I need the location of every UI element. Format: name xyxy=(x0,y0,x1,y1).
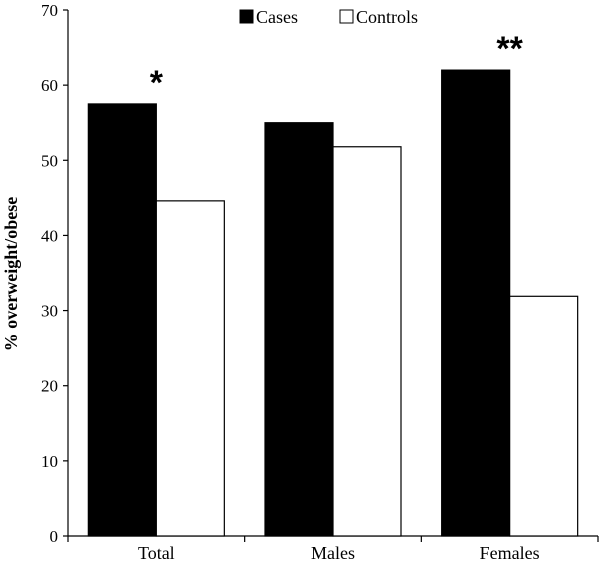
legend-swatch-cases xyxy=(239,9,254,24)
y-axis-label: % overweight/obese xyxy=(1,197,21,351)
legend: Cases Controls xyxy=(239,7,418,27)
y-tick-label: 0 xyxy=(50,527,59,546)
chart-bars xyxy=(87,69,579,537)
y-tick-label: 40 xyxy=(41,226,58,245)
significance-marker: * xyxy=(150,64,164,102)
bar-cases-males xyxy=(264,122,334,537)
x-tick-label: Females xyxy=(480,543,540,563)
legend-label-cases: Cases xyxy=(256,7,298,27)
y-tick-label: 10 xyxy=(41,452,58,471)
y-tick-label: 60 xyxy=(41,76,58,95)
y-tick-label: 20 xyxy=(41,377,58,396)
x-tick-label: Males xyxy=(311,543,355,563)
legend-label-controls: Controls xyxy=(356,7,418,27)
chart-axes: 0 10 20 30 40 50 60 70 Total Males Females xyxy=(41,1,599,563)
bar-cases-total xyxy=(87,103,157,537)
x-tick-label: Total xyxy=(138,543,175,563)
y-tick-label: 50 xyxy=(41,151,58,170)
significance-markers: *** xyxy=(150,30,524,102)
bar-controls-total xyxy=(155,200,225,537)
y-tick-label: 30 xyxy=(41,302,58,321)
bar-cases-females xyxy=(441,69,511,537)
bar-controls-males xyxy=(332,146,402,537)
bar-controls-females xyxy=(509,295,579,537)
significance-marker: ** xyxy=(496,30,523,68)
legend-swatch-controls xyxy=(339,9,354,24)
y-tick-label: 70 xyxy=(41,1,58,20)
